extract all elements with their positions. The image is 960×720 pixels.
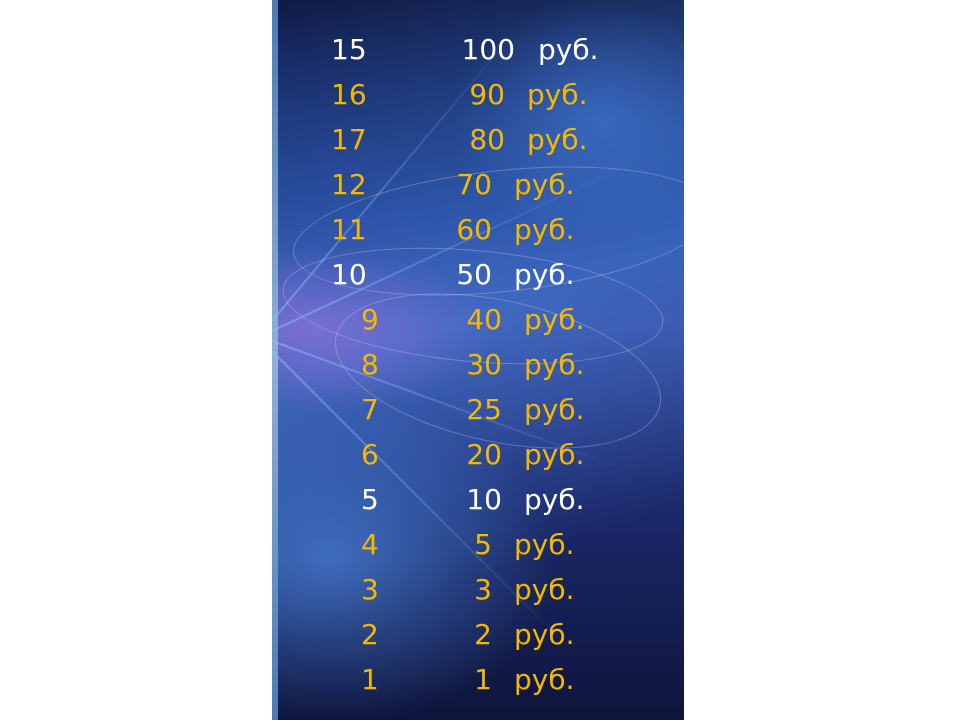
level-number: 15 xyxy=(331,33,367,66)
currency-label: руб. xyxy=(524,348,585,381)
level-number: 6 xyxy=(361,438,379,471)
prize-amount: 30 xyxy=(466,348,502,381)
currency-label: руб. xyxy=(514,213,575,246)
prize-amount: 50 xyxy=(456,258,492,291)
currency-label: руб. xyxy=(524,393,585,426)
prize-row: 8 30 руб. xyxy=(272,345,684,385)
level-number: 7 xyxy=(361,393,379,426)
prize-amount: 3 xyxy=(474,573,492,606)
prize-row: 6 20 руб. xyxy=(272,435,684,475)
currency-label: руб. xyxy=(527,78,588,111)
prize-row: 2 2 руб. xyxy=(272,615,684,655)
prize-amount: 25 xyxy=(466,393,502,426)
prize-amount: 80 xyxy=(469,123,505,156)
currency-label: руб. xyxy=(514,573,575,606)
prize-amount: 10 xyxy=(466,483,502,516)
currency-label: руб. xyxy=(514,168,575,201)
prize-amount: 5 xyxy=(474,528,492,561)
currency-label: руб. xyxy=(524,438,585,471)
prize-row: 11 60 руб. xyxy=(272,210,684,250)
prize-row: 9 40 руб. xyxy=(272,300,684,340)
prize-amount: 20 xyxy=(466,438,502,471)
level-number: 2 xyxy=(361,618,379,651)
prize-amount: 100 xyxy=(461,33,515,66)
level-number: 3 xyxy=(361,573,379,606)
currency-label: руб. xyxy=(514,258,575,291)
currency-label: руб. xyxy=(524,483,585,516)
level-number: 16 xyxy=(331,78,367,111)
currency-label: руб. xyxy=(524,303,585,336)
prize-row: 1 1 руб. xyxy=(272,660,684,700)
prize-row: 17 80 руб. xyxy=(272,120,684,160)
prize-ladder-panel: 15 100 руб. 16 90 руб. 17 80 руб. 12 70 руб. 11 60 руб… xyxy=(272,0,684,720)
currency-label: руб. xyxy=(514,618,575,651)
prize-row: 15 100 руб. xyxy=(272,30,684,70)
prize-amount: 90 xyxy=(469,78,505,111)
currency-label: руб. xyxy=(514,528,575,561)
level-number: 10 xyxy=(331,258,367,291)
level-number: 8 xyxy=(361,348,379,381)
level-number: 4 xyxy=(361,528,379,561)
prize-row: 12 70 руб. xyxy=(272,165,684,205)
prize-amount: 1 xyxy=(474,663,492,696)
prize-amount: 60 xyxy=(456,213,492,246)
currency-label: руб. xyxy=(538,33,599,66)
prize-row: 3 3 руб. xyxy=(272,570,684,610)
level-number: 17 xyxy=(331,123,367,156)
level-number: 12 xyxy=(331,168,367,201)
prize-amount: 40 xyxy=(466,303,502,336)
prize-amount: 70 xyxy=(456,168,492,201)
currency-label: руб. xyxy=(514,663,575,696)
level-number: 1 xyxy=(361,663,379,696)
prize-amount: 2 xyxy=(474,618,492,651)
level-number: 5 xyxy=(361,483,379,516)
level-number: 11 xyxy=(331,213,367,246)
prize-row: 5 10 руб. xyxy=(272,480,684,520)
prize-row: 16 90 руб. xyxy=(272,75,684,115)
prize-row: 10 50 руб. xyxy=(272,255,684,295)
level-number: 9 xyxy=(361,303,379,336)
prize-row: 4 5 руб. xyxy=(272,525,684,565)
currency-label: руб. xyxy=(527,123,588,156)
prize-row: 7 25 руб. xyxy=(272,390,684,430)
